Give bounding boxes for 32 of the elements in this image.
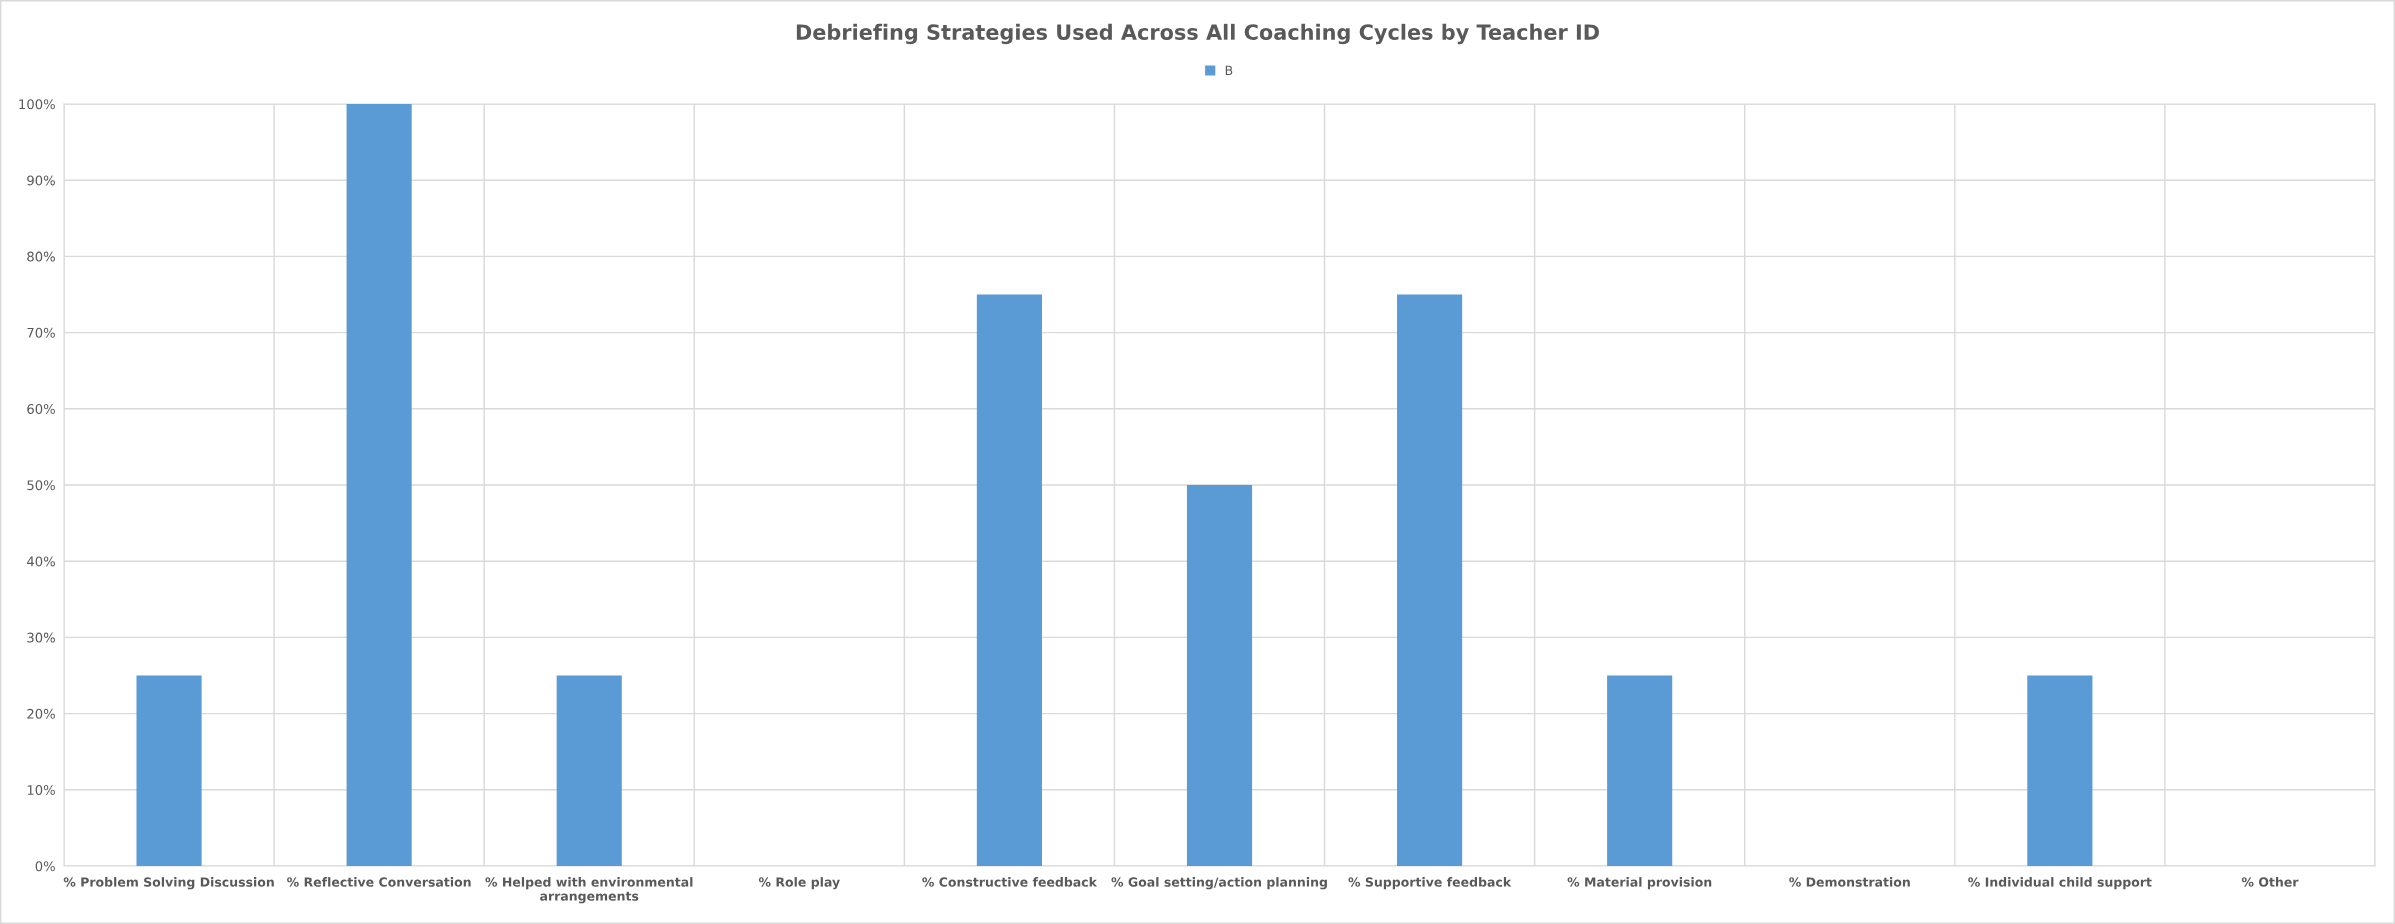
x-tick-label: % Role play — [758, 877, 840, 890]
y-tick-label: 10% — [27, 785, 55, 795]
y-tick-label: 50% — [27, 480, 55, 491]
bar — [346, 104, 412, 866]
x-tick-label: % Material provision — [1567, 877, 1712, 890]
x-tick-label: % Goal setting/action planning — [1111, 877, 1327, 890]
chart-title: Debriefing Strategies Used Across All Coaching Cycles by Teacher ID — [796, 23, 1599, 45]
bar — [556, 675, 622, 866]
x-tick-label: % Constructive feedback — [922, 877, 1098, 887]
bar — [1607, 675, 1673, 866]
y-tick-label: 80% — [27, 251, 55, 262]
x-tick-label: % Helped with environmental arrangements — [485, 877, 693, 904]
y-tick-label: 40% — [26, 556, 55, 567]
y-tick-label: 90% — [27, 175, 55, 186]
y-tick-label: 70% — [27, 327, 55, 338]
y-tick-label: 100% — [19, 99, 55, 110]
y-tick-label: 20% — [27, 708, 55, 719]
x-tick-label: % Supportive feedback — [1348, 877, 1512, 890]
y-tick-label: 0% — [35, 861, 55, 872]
y-tick-label: 30% — [27, 632, 55, 643]
x-tick-label: % Demonstration — [1789, 877, 1910, 887]
legend-label: B — [1225, 65, 1233, 75]
bar — [976, 294, 1042, 866]
x-tick-label: % Reflective Conversation — [287, 877, 471, 887]
y-tick-label: 60% — [27, 404, 55, 414]
x-tick-label: % Problem Solving Discussion — [63, 877, 274, 890]
bar — [2027, 675, 2093, 866]
x-tick-label: % Individual child support — [1968, 877, 2152, 890]
x-tick-label: % Other — [2241, 877, 2299, 887]
bar — [1186, 485, 1253, 866]
bar — [1397, 294, 1463, 866]
bar — [136, 675, 202, 866]
